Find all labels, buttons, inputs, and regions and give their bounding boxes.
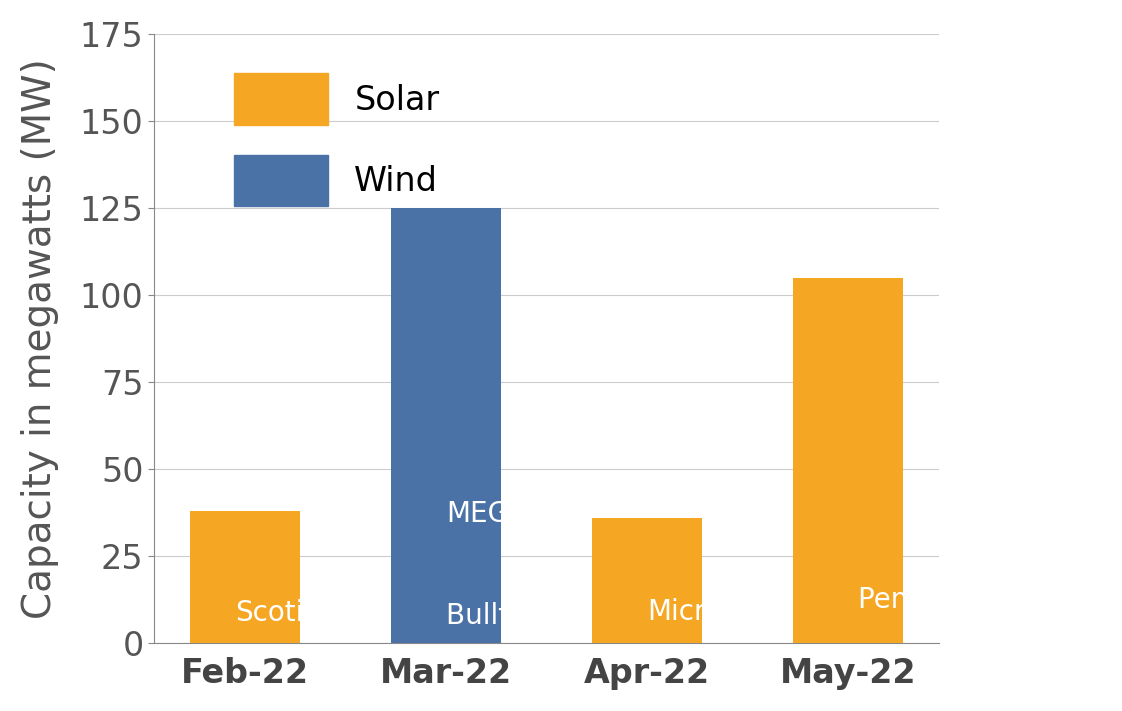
Bar (792, 277, 903, 643)
Text: Microsoft: Microsoft (647, 598, 773, 626)
Bar (390, 208, 502, 556)
Text: Scotiabank: Scotiabank (234, 599, 388, 627)
Legend: Solar, Wind: Solar, Wind (218, 57, 457, 223)
Bar (591, 518, 702, 643)
Y-axis label: Capacity in megawatts (MW): Capacity in megawatts (MW) (21, 58, 58, 619)
Text: MEGlobal: MEGlobal (445, 501, 576, 528)
Bar (390, 556, 502, 643)
Text: Bullfrog, Shopify, RBC: Bullfrog, Shopify, RBC (445, 602, 749, 630)
Bar (190, 511, 301, 643)
Text: Pembina Pipelines: Pembina Pipelines (858, 586, 1110, 614)
